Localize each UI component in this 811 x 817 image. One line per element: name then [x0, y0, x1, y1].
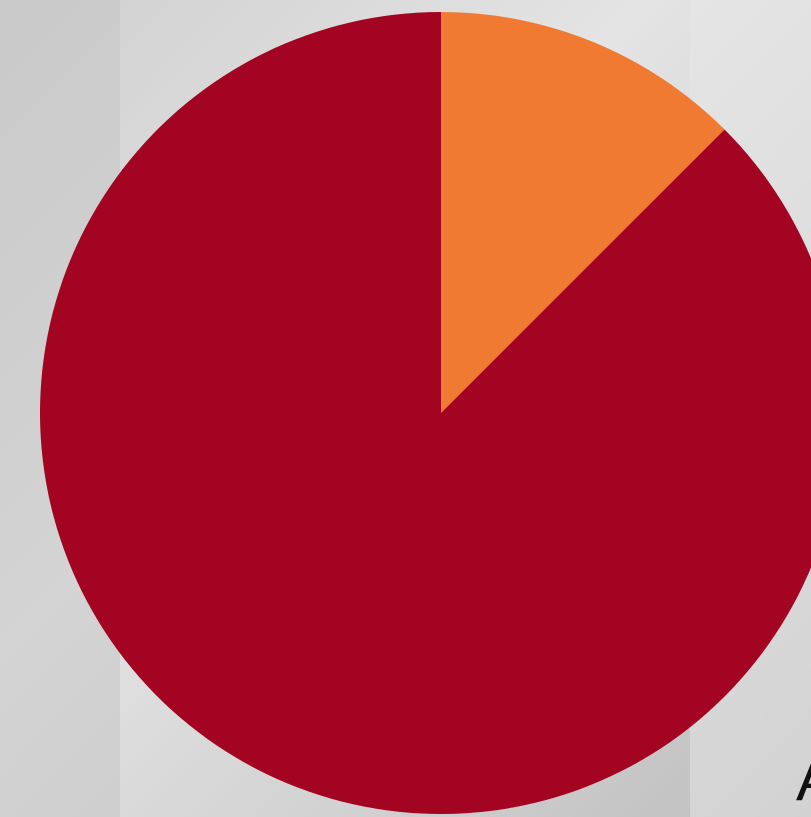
pie: [40, 12, 811, 814]
pie-slice: [441, 12, 725, 413]
pie-slice: [40, 12, 811, 814]
annotation: A: [796, 746, 811, 813]
